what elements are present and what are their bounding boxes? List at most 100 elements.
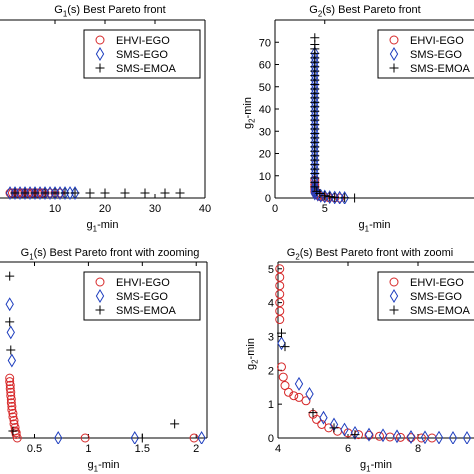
x-axis-label-main: g [88, 459, 94, 471]
data-point [364, 427, 374, 442]
data-point [364, 430, 374, 440]
x-axis-label-sub: 1 [93, 224, 98, 233]
data-point [10, 188, 20, 198]
chart-title-sub: 1 [29, 252, 34, 261]
data-point [350, 193, 360, 203]
y-axis-label-rest: -min [245, 338, 257, 359]
legend-marker [389, 305, 399, 315]
legend-marker [389, 277, 399, 287]
chart-title-rest: (s) Best Pareto front with zooming [34, 247, 200, 259]
chart-title: G2(s) Best Pareto front [309, 4, 420, 18]
x-axis-label-main: g [359, 219, 365, 231]
data-markers [310, 33, 360, 204]
x-tick-label: 4 [275, 443, 281, 455]
y-axis-label-rest: -min [242, 97, 254, 118]
legend-marker [95, 35, 105, 45]
y-axis-label-main: g [245, 364, 257, 370]
y-tick-label: 0 [268, 433, 274, 445]
chart-title-rest: (s) Best Pareto front with zoomi [300, 247, 453, 259]
data-point [320, 191, 330, 201]
data-point [70, 188, 80, 198]
x-axis-label-main: g [87, 219, 93, 231]
data-point [6, 398, 16, 408]
data-point [396, 432, 405, 442]
legend: EHVI-EGO SMS-EGO SMS-EMOA [83, 29, 201, 79]
series-sms-emoa [10, 188, 185, 198]
data-point [6, 391, 16, 401]
data-point [6, 394, 16, 404]
chart-title-sub: 2 [295, 252, 299, 261]
data-point [277, 336, 286, 351]
legend-marker [389, 35, 399, 45]
y-tick-label: 10 [259, 171, 271, 183]
legend-label: SMS-EMOA [410, 63, 471, 75]
y-tick-label: 60 [259, 60, 271, 72]
data-point [275, 306, 285, 316]
data-point [275, 281, 285, 291]
legend-label: SMS-EGO [410, 49, 462, 61]
data-point [5, 271, 15, 281]
x-tick-label: 30 [149, 203, 161, 215]
data-point [315, 189, 325, 199]
legend-marker [389, 47, 399, 61]
x-tick-label: 20 [99, 203, 111, 215]
legend-marker [95, 305, 105, 315]
series-sms-emoa [277, 328, 360, 440]
x-tick-label: 8 [415, 443, 421, 455]
data-point [406, 433, 416, 443]
data-point [160, 188, 170, 198]
data-point [294, 376, 304, 391]
data-markers [5, 186, 185, 201]
data-point [80, 433, 90, 443]
data-point [120, 188, 130, 198]
data-point [340, 422, 349, 437]
x-axis-label-sub: 1 [94, 464, 99, 473]
data-point [8, 426, 18, 436]
x-tick-label: 10 [49, 203, 61, 215]
data-point [277, 362, 286, 372]
data-point [5, 384, 15, 394]
y-tick-label: 4 [268, 298, 274, 310]
data-point [5, 380, 15, 390]
legend-label: SMS-EGO [116, 291, 168, 303]
y-tick-label: 50 [259, 82, 271, 94]
data-point [5, 377, 15, 387]
data-point [20, 188, 30, 198]
x-axis-label-rest: -min [371, 459, 392, 471]
data-point [278, 372, 288, 382]
data-markers [5, 271, 206, 444]
y-axis-label-sub: 2 [250, 359, 259, 363]
data-point [434, 430, 444, 444]
x-axis-label: g1-min [359, 219, 391, 233]
legend-label: EHVI-EGO [116, 277, 170, 289]
legend-marker [389, 289, 399, 303]
chart-title-main: G [54, 4, 63, 16]
data-point [12, 433, 22, 443]
x-tick-label: 6 [345, 443, 351, 455]
data-point [70, 186, 80, 201]
data-point [7, 401, 17, 411]
data-point [7, 405, 17, 415]
x-axis-label-rest: -min [97, 219, 118, 231]
data-point [130, 431, 139, 444]
data-point [340, 193, 350, 203]
data-point [140, 188, 150, 198]
y-tick-label: 70 [259, 37, 271, 49]
y-axis-label-main: g [242, 123, 254, 129]
data-point [280, 342, 290, 352]
data-point [137, 433, 147, 443]
data-point [350, 430, 360, 440]
data-point [308, 408, 318, 418]
chart-title-sub: 2 [318, 9, 322, 18]
x-tick-label: 0.5 [27, 443, 42, 455]
legend: EHVI-EGO SMS-EGO SMS-EMOA [83, 271, 201, 321]
data-point [5, 317, 15, 327]
series-sms-ego [277, 336, 472, 444]
chart-title-rest: (s) Best Pareto front [67, 4, 165, 16]
data-point [60, 188, 70, 198]
x-tick-label: 2 [193, 443, 199, 455]
data-point [305, 387, 314, 401]
series-ehvi-ego [5, 373, 199, 443]
